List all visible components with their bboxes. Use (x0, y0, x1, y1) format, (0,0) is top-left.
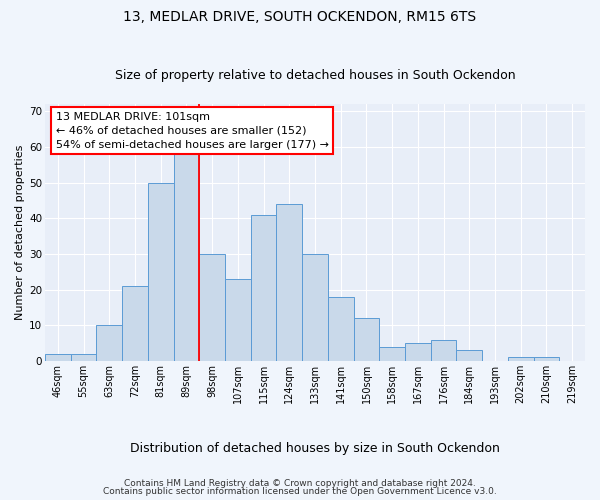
Bar (71, 354, 97, 361)
Bar (148, 182, 173, 361)
Bar (533, 358, 559, 361)
Bar (251, 214, 277, 361)
Bar (302, 254, 328, 361)
Bar (457, 350, 482, 361)
Bar (379, 346, 405, 361)
Bar (225, 279, 251, 361)
Bar (122, 286, 148, 361)
Bar (173, 154, 199, 361)
Bar (508, 358, 533, 361)
Bar (328, 296, 353, 361)
Y-axis label: Number of detached properties: Number of detached properties (15, 145, 25, 320)
Text: 13, MEDLAR DRIVE, SOUTH OCKENDON, RM15 6TS: 13, MEDLAR DRIVE, SOUTH OCKENDON, RM15 6… (124, 10, 476, 24)
X-axis label: Distribution of detached houses by size in South Ockendon: Distribution of detached houses by size … (130, 442, 500, 455)
Bar (97, 326, 122, 361)
Bar (199, 254, 225, 361)
Bar (277, 204, 302, 361)
Bar (431, 340, 457, 361)
Bar (45, 354, 71, 361)
Title: Size of property relative to detached houses in South Ockendon: Size of property relative to detached ho… (115, 69, 515, 82)
Bar (405, 343, 431, 361)
Text: Contains public sector information licensed under the Open Government Licence v3: Contains public sector information licen… (103, 487, 497, 496)
Text: 13 MEDLAR DRIVE: 101sqm
← 46% of detached houses are smaller (152)
54% of semi-d: 13 MEDLAR DRIVE: 101sqm ← 46% of detache… (56, 112, 329, 150)
Bar (353, 318, 379, 361)
Text: Contains HM Land Registry data © Crown copyright and database right 2024.: Contains HM Land Registry data © Crown c… (124, 478, 476, 488)
